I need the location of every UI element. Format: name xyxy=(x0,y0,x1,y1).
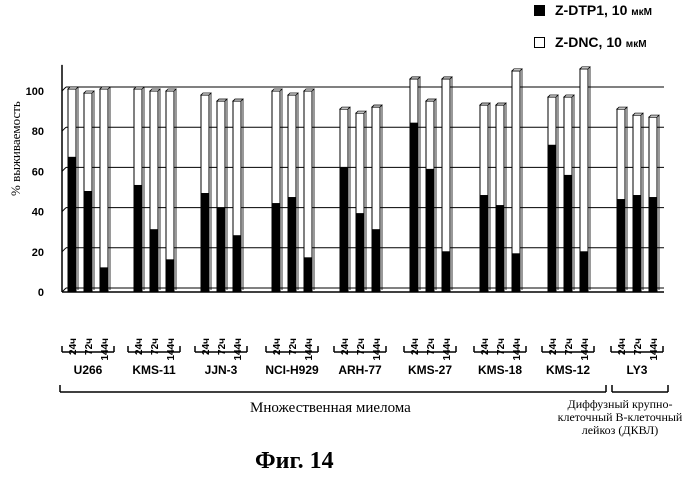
bar-dnc-top xyxy=(564,95,574,97)
cell-line-label: U266 xyxy=(74,363,103,377)
cell-line-label: ARH-77 xyxy=(338,363,382,377)
time-tick-label: 144ч xyxy=(442,338,453,361)
bar-dnc-top xyxy=(617,107,627,109)
bar-dnc xyxy=(100,89,108,292)
bar-dnc-top xyxy=(201,93,211,95)
cell-line-label: LY3 xyxy=(627,363,648,377)
bar-dtp1 xyxy=(288,198,296,292)
y-tick-label: 100 xyxy=(26,86,44,98)
bar-dnc-top xyxy=(633,113,643,115)
y-tick-label: 20 xyxy=(32,247,44,259)
bar-dtp1 xyxy=(617,200,625,292)
bar-dnc-top xyxy=(480,103,490,105)
bar-dnc-top xyxy=(356,111,366,113)
cell-line-label: NCI-H929 xyxy=(265,363,319,377)
bar-dnc-top xyxy=(496,103,506,105)
figure-caption: Фиг. 14 xyxy=(255,448,334,475)
bar-dnc-top xyxy=(100,87,110,89)
bar-dtp1 xyxy=(304,258,312,292)
bar-dnc-top xyxy=(512,69,522,71)
bar-dnc-top xyxy=(217,99,227,101)
bar-dnc-top xyxy=(548,95,558,97)
bar-dtp1 xyxy=(580,252,588,292)
bar-dtp1 xyxy=(442,252,450,292)
bar-dnc-top xyxy=(84,91,94,93)
bar-dtp1 xyxy=(564,175,572,292)
group-label-dlbcl: Диффузный крупно- клеточный В-клеточный … xyxy=(540,398,699,437)
bar-dtp1 xyxy=(201,194,209,292)
bar-dtp1 xyxy=(233,236,241,292)
bar-dnc-top xyxy=(372,105,382,107)
time-tick-label: 144ч xyxy=(304,338,315,361)
bar-dnc-top xyxy=(649,115,659,117)
cell-line-label: JJN-3 xyxy=(205,363,238,377)
y-tick-label: 60 xyxy=(32,166,44,178)
time-tick-label: 144ч xyxy=(372,338,383,361)
bar-dtp1 xyxy=(372,230,380,292)
bar-dnc-top xyxy=(272,89,282,91)
y-tick-label: 0 xyxy=(38,287,44,299)
bar-dnc-top xyxy=(68,87,78,89)
bar-dtp1 xyxy=(426,169,434,292)
bar-dtp1 xyxy=(272,204,280,292)
group-label-dlbcl-line3: лейкоз (ДКВЛ) xyxy=(540,424,699,437)
bar-dnc-top xyxy=(150,89,160,91)
bar-dtp1 xyxy=(134,185,142,292)
cell-line-label: KMS-11 xyxy=(132,363,176,377)
bar-dnc-top xyxy=(134,87,144,89)
bar-dtp1 xyxy=(633,196,641,292)
bar-dnc-top xyxy=(410,77,420,79)
bar-dtp1 xyxy=(68,157,76,292)
cell-line-label: KMS-12 xyxy=(546,363,590,377)
time-tick-label: 144ч xyxy=(649,338,660,361)
bar-dtp1 xyxy=(100,268,108,292)
bar-dnc-top xyxy=(166,89,176,91)
bar-dnc-top xyxy=(426,99,436,101)
time-tick-label: 144ч xyxy=(580,338,591,361)
bar-dtp1 xyxy=(410,123,418,292)
bar-dtp1 xyxy=(217,208,225,292)
bar-dtp1 xyxy=(340,167,348,292)
cell-line-label: KMS-18 xyxy=(478,363,522,377)
bar-dnc-top xyxy=(288,93,298,95)
time-tick-label: 144ч xyxy=(100,338,111,361)
bar-dtp1 xyxy=(496,206,504,292)
bar-dtp1 xyxy=(548,145,556,292)
time-tick-label: 144ч xyxy=(512,338,523,361)
bar-dnc-top xyxy=(304,89,314,91)
bar-dtp1 xyxy=(512,254,520,292)
bar-dtp1 xyxy=(150,230,158,292)
bar-dtp1 xyxy=(84,192,92,293)
bar-dnc-top xyxy=(442,77,452,79)
bar-dnc-top xyxy=(340,107,350,109)
cell-line-label: KMS-27 xyxy=(408,363,452,377)
time-tick-label: 144ч xyxy=(166,338,177,361)
time-tick-label: 144ч xyxy=(233,338,244,361)
bar-dtp1 xyxy=(649,198,657,292)
y-tick-label: 80 xyxy=(32,126,44,138)
bar-dnc-top xyxy=(233,99,243,101)
y-tick-label: 40 xyxy=(32,207,44,219)
bar-dtp1 xyxy=(480,196,488,292)
group-label-multiple-myeloma: Множественная миелома xyxy=(250,400,411,417)
bar-dtp1 xyxy=(166,260,174,292)
bar-dtp1 xyxy=(356,214,364,292)
bar-dnc-top xyxy=(580,67,590,69)
